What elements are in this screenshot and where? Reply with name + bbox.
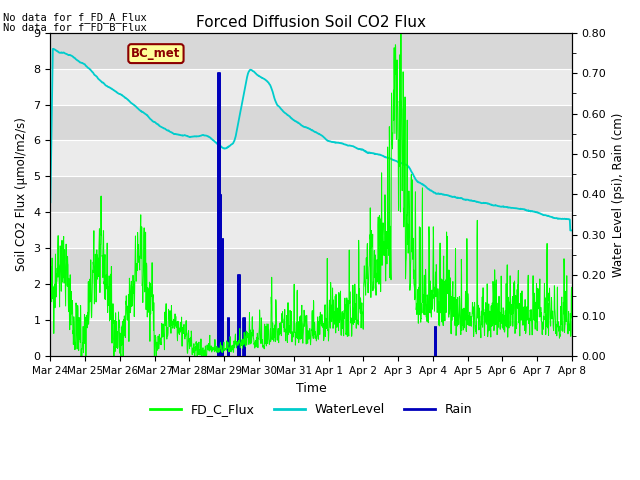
Bar bbox=[51, 177, 572, 213]
Text: No data for f_FD_A_Flux: No data for f_FD_A_Flux bbox=[3, 12, 147, 23]
Y-axis label: Water Level (psi), Rain (cm): Water Level (psi), Rain (cm) bbox=[612, 112, 625, 276]
X-axis label: Time: Time bbox=[296, 382, 326, 395]
Bar bbox=[51, 105, 572, 141]
Bar bbox=[51, 320, 572, 356]
Title: Forced Diffusion Soil CO2 Flux: Forced Diffusion Soil CO2 Flux bbox=[196, 15, 426, 30]
Bar bbox=[51, 33, 572, 69]
Legend: FD_C_Flux, WaterLevel, Rain: FD_C_Flux, WaterLevel, Rain bbox=[145, 398, 477, 421]
Text: BC_met: BC_met bbox=[131, 47, 180, 60]
Y-axis label: Soil CO2 Flux (μmol/m2/s): Soil CO2 Flux (μmol/m2/s) bbox=[15, 118, 28, 271]
Bar bbox=[51, 249, 572, 284]
Text: No data for f_FD_B_Flux: No data for f_FD_B_Flux bbox=[3, 22, 147, 33]
